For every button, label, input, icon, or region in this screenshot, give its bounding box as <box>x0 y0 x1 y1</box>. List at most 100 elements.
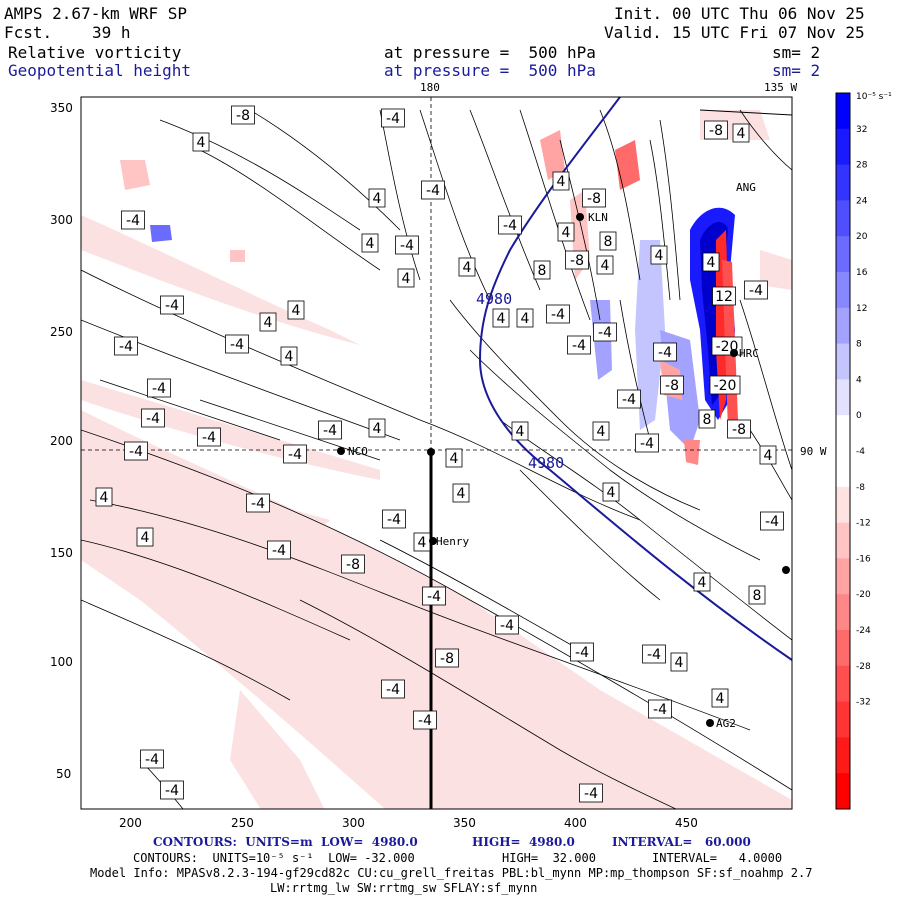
contour-label-box <box>445 448 463 468</box>
contour-label-box <box>711 688 729 708</box>
y-tick: 200 <box>50 434 73 448</box>
contour-label-box <box>368 418 386 438</box>
colorbar-label: 32 <box>856 125 867 135</box>
contour-label: 4 <box>497 311 506 327</box>
contour-label-box <box>160 295 184 315</box>
y-tick: 300 <box>50 213 73 227</box>
contour-label: -4 <box>145 752 159 768</box>
station-nco: NCO <box>348 445 368 458</box>
station-kln: KLN <box>588 211 608 224</box>
footer-model-info: Model Info: MPASv8.2.3-194-gf29cd82c CU:… <box>90 866 813 880</box>
contour-label-box <box>283 444 307 464</box>
contour-label: 4 <box>601 258 610 274</box>
contour-label: 12 <box>715 289 733 305</box>
station-marker <box>782 566 790 574</box>
contour-label-box <box>368 188 386 208</box>
contour-label: -4 <box>551 307 565 323</box>
contour-label-box <box>602 482 620 502</box>
colorbar: 32 28 24 20 16 12 8 4 0 -4 -8 -12 -16 -20 -24 -28 -32 <box>835 92 871 810</box>
contour-label: 4 <box>698 575 707 591</box>
field2-name: Geopotential height <box>8 61 192 80</box>
contour-label: -4 <box>165 298 179 314</box>
contour-label-box <box>648 699 672 719</box>
colorbar-label: 12 <box>856 304 867 314</box>
contour-label: 8 <box>604 234 613 250</box>
colorbar-swatch <box>836 128 850 166</box>
colorbar-unit: 10⁻⁵ s⁻¹ <box>856 92 892 102</box>
contour-label: 4 <box>373 191 382 207</box>
valid-time: 15 UTC Fri 07 Nov 25 <box>672 23 865 42</box>
forecast-label: Fcst. <box>4 23 53 42</box>
y-tick: 350 <box>50 101 73 115</box>
contour-label: 4 <box>264 315 273 331</box>
contour-label: -4 <box>426 183 440 199</box>
contour-label: -4 <box>288 447 302 463</box>
contour-label-box <box>712 286 736 306</box>
contour-label: 4 <box>450 451 459 467</box>
contour-label: -4 <box>503 218 517 234</box>
footer-vort-contours: CONTOURS: UNITS=10⁻⁵ s⁻¹ LOW= -32.000 <box>133 851 415 865</box>
contour-label: -4 <box>386 111 400 127</box>
contour-label-box <box>642 644 666 664</box>
colorbar-swatch <box>836 701 850 738</box>
contour-label-box <box>225 334 249 354</box>
contour-label-box <box>397 268 415 288</box>
contour-label-box <box>341 554 365 574</box>
lon-label-135w: 135 W <box>764 81 798 94</box>
contour-label-box <box>693 572 711 592</box>
contour-label-box <box>246 493 270 513</box>
contour-label: 4 <box>597 424 606 440</box>
contour-label: -4 <box>323 423 337 439</box>
contour-label-box <box>650 245 668 265</box>
y-tick: 250 <box>50 325 73 339</box>
field2-level: at pressure = 500 hPa <box>384 61 596 80</box>
contour-label: 4 <box>285 349 294 365</box>
contour-label-box <box>599 231 617 251</box>
field1-level: at pressure = 500 hPa <box>384 43 596 62</box>
height-label-1: 4980 <box>476 290 513 308</box>
lon-label-180: 180 <box>420 81 440 94</box>
contour-label: -8 <box>346 557 360 573</box>
contour-label-box <box>141 408 165 428</box>
contour-label-box <box>579 783 603 803</box>
station-ag2: AG2 <box>716 717 736 730</box>
contour-label: 4 <box>197 135 206 151</box>
colorbar-label: 24 <box>856 196 868 206</box>
contour-label: -4 <box>129 444 143 460</box>
colorbar-label: 8 <box>856 340 862 350</box>
contour-label: 8 <box>703 412 712 428</box>
station-hrc: HRC <box>739 347 759 360</box>
contour-label: 4 <box>716 691 725 707</box>
colorbar-label: -24 <box>856 626 871 636</box>
contour-label-box <box>381 108 405 128</box>
colorbar-swatch <box>836 773 850 810</box>
init-label: Init. <box>614 4 663 23</box>
colorbar-swatch <box>836 164 850 201</box>
colorbar-label: 16 <box>856 268 868 278</box>
colorbar-label: -4 <box>856 447 865 457</box>
contour-label: -4 <box>640 436 654 452</box>
colorbar-swatch <box>836 307 850 345</box>
contour-label: -4 <box>119 339 133 355</box>
contour-label-box <box>495 615 519 635</box>
contour-label: -8 <box>236 108 250 124</box>
model-title: AMPS 2.67-km WRF SP <box>4 4 188 23</box>
station-ang: ANG <box>736 181 756 194</box>
contour-label-box <box>395 235 419 255</box>
colorbar-label: -32 <box>856 698 871 708</box>
station-marker <box>337 447 345 455</box>
contour-label: -8 <box>709 123 723 139</box>
contour-label-box <box>653 342 677 362</box>
contour-label: 8 <box>753 588 762 604</box>
contour-label-box <box>361 233 379 253</box>
contour-label: -8 <box>587 191 601 207</box>
contour-label-box <box>552 171 570 191</box>
contour-label-box <box>280 346 298 366</box>
contour-label-box <box>732 123 750 143</box>
colorbar-label: 0 <box>856 411 862 421</box>
contour-label: -8 <box>440 651 454 667</box>
contour-label-box <box>147 378 171 398</box>
contour-label: -4 <box>126 213 140 229</box>
colorbar-swatch <box>836 93 850 130</box>
contour-label: -8 <box>665 378 679 394</box>
